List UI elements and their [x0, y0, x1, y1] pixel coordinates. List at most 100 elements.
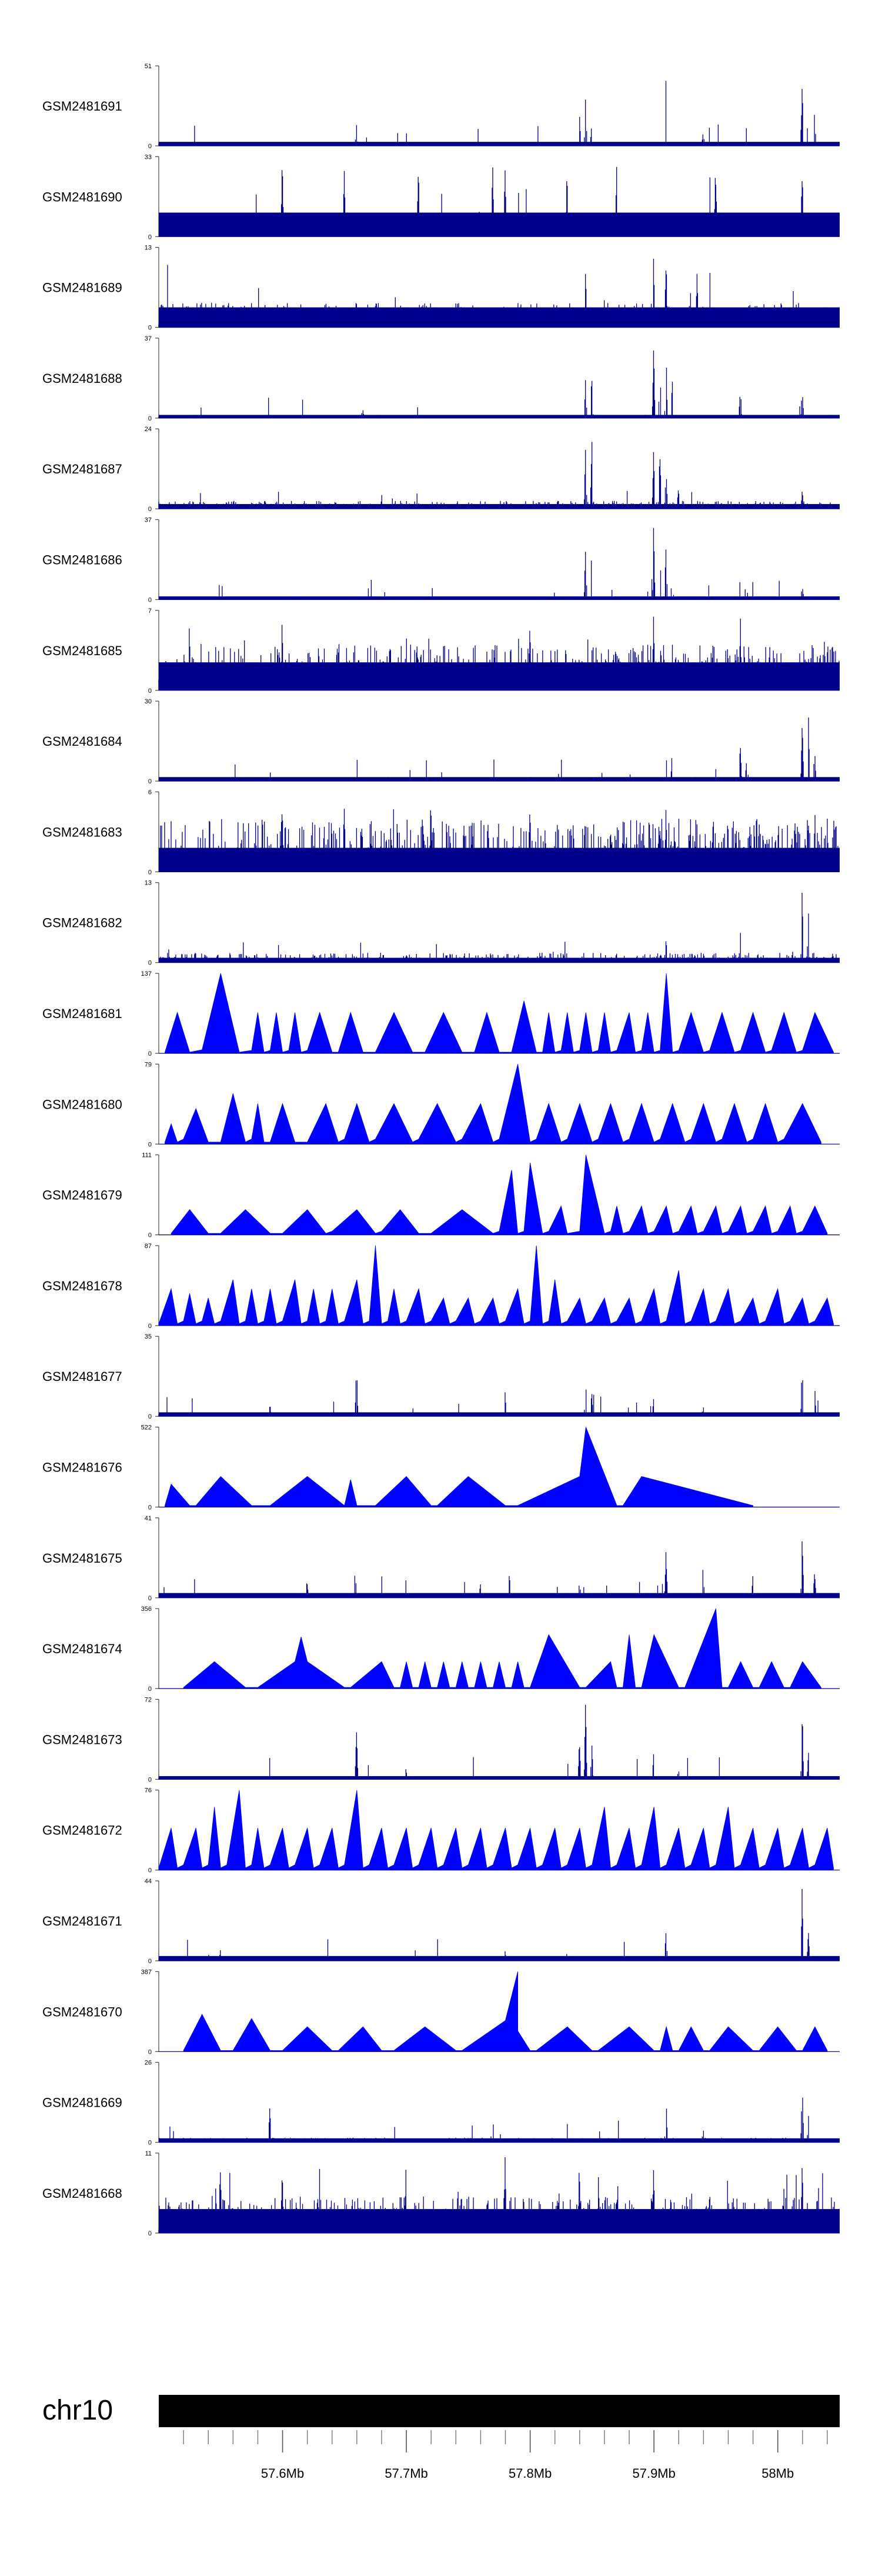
y-axis-max-label-gsm2481675: 41 — [145, 1515, 152, 1522]
y-axis-max-label-gsm2481682: 13 — [145, 880, 152, 887]
y-axis-max-label-gsm2481687: 24 — [145, 426, 152, 433]
coverage-bars-gsm2481671 — [158, 1888, 840, 1961]
y-axis-min-label-gsm2481687: 0 — [148, 506, 152, 513]
track-gsm2481682: GSM2481682 13 0 — [42, 880, 840, 967]
track-gsm2481688: GSM2481688 37 0 — [42, 335, 840, 422]
y-axis-max-label-gsm2481679: 111 — [142, 1152, 152, 1159]
track-gsm2481677: GSM2481677 35 0 — [42, 1333, 840, 1420]
y-axis-max-label-gsm2481669: 26 — [145, 2060, 152, 2067]
coverage-baseline-gsm2481687 — [159, 504, 840, 509]
track-label-gsm2481680: GSM2481680 — [42, 1097, 122, 1112]
coverage-baseline-gsm2481671 — [159, 1956, 840, 1961]
track-gsm2481687: GSM2481687 24 0 — [42, 426, 840, 513]
track-gsm2481690: GSM2481690 33 0 — [42, 154, 840, 241]
track-label-gsm2481688: GSM2481688 — [42, 371, 122, 386]
coverage-baseline-gsm2481691 — [159, 142, 840, 146]
y-axis-min-label-gsm2481671: 0 — [148, 1958, 152, 1965]
coverage-area-gsm2481670 — [183, 1971, 828, 2052]
y-axis-max-label-gsm2481690: 33 — [145, 154, 152, 161]
y-axis-min-label-gsm2481673: 0 — [148, 1776, 152, 1783]
coverage-baseline-gsm2481677 — [159, 1412, 840, 1417]
track-gsm2481673: GSM2481673 72 0 — [42, 1696, 840, 1783]
track-gsm2481683: GSM2481683 6 0 — [42, 789, 840, 876]
track-gsm2481676: GSM2481676 522 0 — [42, 1424, 840, 1511]
coverage-bars-gsm2481688 — [158, 351, 838, 418]
coverage-bars-gsm2481677 — [158, 1380, 840, 1417]
track-gsm2481670: GSM2481670 387 0 — [42, 1968, 840, 2056]
coverage-baseline-gsm2481686 — [159, 596, 840, 600]
coordinate-label-57-6mb: 57.6Mb — [261, 2466, 304, 2481]
y-axis-min-label-gsm2481686: 0 — [148, 597, 152, 604]
y-axis-max-label-gsm2481684: 30 — [145, 698, 152, 705]
coverage-bars-gsm2481669 — [159, 2097, 840, 2143]
y-axis-max-label-gsm2481685: 7 — [148, 608, 152, 615]
coverage-baseline-gsm2481682 — [159, 957, 840, 963]
y-axis-max-label-gsm2481681: 137 — [141, 970, 152, 977]
y-axis-max-label-gsm2481676: 522 — [141, 1424, 152, 1432]
track-gsm2481668: GSM2481668 11 0 — [42, 2150, 840, 2237]
track-gsm2481689: GSM2481689 13 0 — [42, 245, 840, 332]
y-axis-min-label-gsm2481689: 0 — [148, 325, 152, 332]
coverage-bars-gsm2481691 — [158, 81, 839, 146]
track-label-gsm2481677: GSM2481677 — [42, 1369, 122, 1384]
track-gsm2481671: GSM2481671 44 0 — [42, 1878, 840, 1965]
track-label-gsm2481671: GSM2481671 — [42, 1914, 122, 1928]
coordinate-label-57-9mb: 57.9Mb — [632, 2466, 675, 2481]
track-label-gsm2481683: GSM2481683 — [42, 825, 122, 839]
track-label-gsm2481691: GSM2481691 — [42, 99, 122, 114]
y-axis-min-label-gsm2481691: 0 — [148, 143, 152, 150]
y-axis-min-label-gsm2481690: 0 — [148, 233, 152, 241]
track-label-gsm2481675: GSM2481675 — [42, 1551, 122, 1566]
track-label-gsm2481672: GSM2481672 — [42, 1823, 122, 1838]
track-label-gsm2481681: GSM2481681 — [42, 1006, 122, 1021]
y-axis-min-label-gsm2481685: 0 — [148, 688, 152, 695]
y-axis-min-label-gsm2481683: 0 — [148, 869, 152, 876]
y-axis-min-label-gsm2481678: 0 — [148, 1323, 152, 1330]
chromosome-label: chr10 — [42, 2395, 113, 2426]
track-label-gsm2481678: GSM2481678 — [42, 1279, 122, 1293]
coverage-area-gsm2481680 — [165, 1064, 821, 1144]
y-axis-min-label-gsm2481681: 0 — [148, 1050, 152, 1057]
track-gsm2481678: GSM2481678 87 0 — [42, 1243, 840, 1330]
coordinate-label-58mb: 58Mb — [761, 2466, 794, 2481]
y-axis-max-label-gsm2481674: 356 — [141, 1606, 152, 1613]
y-axis-min-label-gsm2481670: 0 — [148, 2048, 152, 2056]
track-label-gsm2481684: GSM2481684 — [42, 734, 122, 749]
coverage-area-gsm2481681 — [165, 973, 834, 1054]
track-gsm2481675: GSM2481675 41 0 — [42, 1515, 840, 1602]
y-axis-max-label-gsm2481668: 11 — [145, 2150, 152, 2157]
coverage-bars-gsm2481673 — [158, 1704, 840, 1780]
coverage-baseline-gsm2481675 — [159, 1593, 840, 1598]
track-gsm2481686: GSM2481686 37 0 — [42, 517, 840, 604]
y-axis-max-label-gsm2481671: 44 — [145, 1878, 152, 1885]
y-axis-max-label-gsm2481689: 13 — [145, 245, 152, 252]
coverage-bars-gsm2481687 — [158, 442, 840, 509]
track-gsm2481679: GSM2481679 111 0 — [42, 1152, 840, 1239]
track-gsm2481691: GSM2481691 51 0 — [42, 63, 840, 150]
coverage-baseline-gsm2481689 — [159, 307, 840, 328]
coverage-area-gsm2481674 — [183, 1608, 821, 1689]
y-axis-min-label-gsm2481676: 0 — [148, 1504, 152, 1511]
coverage-baseline-gsm2481690 — [159, 212, 840, 237]
y-axis-min-label-gsm2481680: 0 — [148, 1141, 152, 1148]
coverage-area-gsm2481676 — [165, 1427, 753, 1507]
coverage-baseline-gsm2481673 — [159, 1776, 840, 1780]
y-axis-max-label-gsm2481691: 51 — [145, 63, 152, 70]
coverage-baseline-gsm2481684 — [159, 777, 840, 782]
track-gsm2481669: GSM2481669 26 0 — [42, 2060, 840, 2147]
track-label-gsm2481674: GSM2481674 — [42, 1641, 122, 1656]
track-gsm2481685: GSM2481685 7 0 — [42, 608, 840, 695]
coverage-baseline-gsm2481669 — [159, 2138, 840, 2143]
chromosome-band — [159, 2395, 840, 2427]
coverage-bars-gsm2481675 — [158, 1541, 840, 1598]
coverage-baseline-gsm2481683 — [159, 847, 840, 872]
coverage-bars-gsm2481684 — [160, 718, 840, 782]
track-label-gsm2481668: GSM2481668 — [42, 2186, 122, 2201]
track-label-gsm2481679: GSM2481679 — [42, 1188, 122, 1203]
coverage-area-gsm2481678 — [158, 1245, 834, 1326]
coordinate-label-57-7mb: 57.7Mb — [385, 2466, 427, 2481]
track-gsm2481684: GSM2481684 30 0 — [42, 698, 840, 785]
y-axis-max-label-gsm2481686: 37 — [145, 517, 152, 524]
track-label-gsm2481670: GSM2481670 — [42, 2004, 122, 2019]
y-axis-max-label-gsm2481677: 35 — [145, 1333, 152, 1340]
